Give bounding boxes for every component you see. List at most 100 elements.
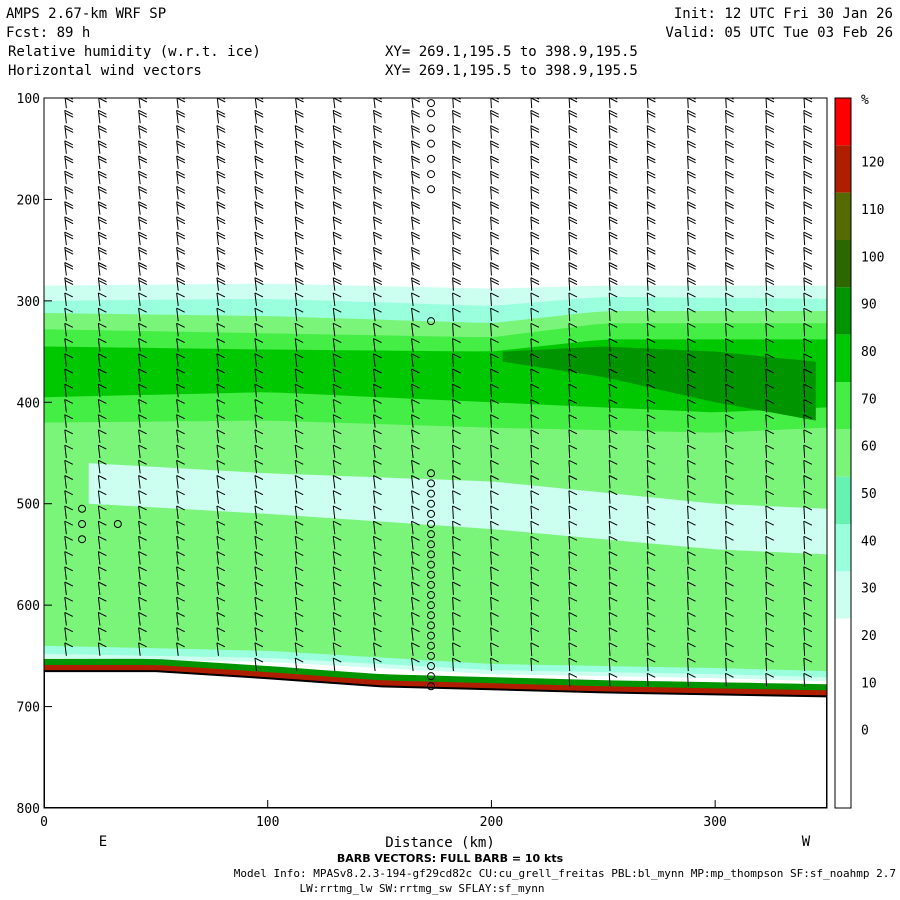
wind-barb	[568, 201, 578, 215]
wind-barb	[608, 596, 618, 611]
plot-area	[44, 98, 827, 808]
wind-barb	[216, 368, 226, 383]
wind-barb	[765, 551, 775, 565]
wind-barb	[216, 490, 226, 504]
wind-barb	[294, 307, 304, 322]
wind-barb	[568, 292, 578, 306]
wind-barb	[568, 444, 578, 459]
wind-barb	[332, 368, 342, 383]
wind-barb	[138, 444, 147, 459]
colorbar-label: 100	[861, 250, 884, 265]
wind-barb	[646, 520, 656, 535]
wind-barb	[373, 98, 383, 109]
wind-barb	[725, 551, 734, 565]
plot-frame	[43, 97, 828, 809]
wind-barb	[568, 596, 578, 611]
colorbar-segment	[835, 476, 851, 524]
wind-barb	[646, 109, 656, 124]
wind-barb	[138, 535, 147, 550]
wind-barb	[332, 444, 342, 459]
wind-barb	[294, 475, 304, 489]
y-tick-label: 200	[17, 193, 40, 208]
wind-barb	[530, 429, 540, 443]
wind-barb	[646, 185, 656, 200]
wind-barb	[452, 155, 462, 170]
wind-barb	[725, 338, 734, 352]
wind-barb	[294, 155, 304, 170]
wind-barb	[646, 596, 656, 611]
wind-barb	[254, 475, 264, 489]
wind-barb	[646, 353, 656, 367]
wind-barb	[294, 490, 304, 504]
wind-barb	[332, 201, 342, 215]
wind-barb	[411, 368, 420, 383]
wind-barb	[64, 277, 74, 291]
wind-barb	[176, 459, 185, 474]
wind-barb	[138, 262, 148, 276]
wind-barb	[411, 262, 421, 276]
wind-barb	[530, 398, 540, 413]
wind-barb	[725, 125, 734, 139]
wind-barb	[530, 201, 540, 215]
wind-barb	[254, 246, 264, 261]
wind-barb	[568, 231, 578, 246]
wind-barb	[64, 98, 74, 109]
wind-barb	[725, 490, 734, 504]
wind-barb	[608, 125, 618, 139]
wind-barb	[373, 505, 382, 519]
wind-barb	[687, 98, 696, 109]
wind-barb	[216, 170, 226, 185]
wind-barb	[411, 535, 420, 550]
wind-barb	[687, 125, 696, 139]
wind-barb	[490, 642, 499, 656]
wind-barb	[373, 216, 383, 230]
colorbar-segment	[835, 760, 851, 808]
wind-barb	[216, 231, 226, 246]
wind-barb	[138, 338, 147, 352]
wind-barb	[568, 627, 578, 641]
wind-barb	[452, 475, 461, 489]
wind-barb	[176, 581, 185, 596]
wind-barb	[64, 322, 74, 337]
wind-barb	[803, 155, 813, 170]
wind-barb	[608, 322, 618, 337]
wind-barb	[332, 642, 342, 656]
wind-barb	[646, 429, 656, 443]
wind-barb	[294, 444, 304, 459]
wind-barb	[294, 185, 304, 200]
wind-barb	[254, 611, 264, 626]
wind-barb	[725, 98, 734, 109]
wind-barb	[490, 566, 499, 580]
wind-barb	[490, 170, 500, 185]
y-tick-label: 800	[17, 802, 40, 817]
wind-barb	[687, 155, 696, 170]
wind-barb	[765, 642, 775, 656]
wind-barb	[254, 201, 264, 215]
wind-barb	[64, 246, 74, 261]
wind-barb	[608, 109, 618, 124]
wind-barb	[411, 292, 420, 306]
wind-barb	[294, 170, 304, 185]
wind-barb	[608, 475, 618, 489]
wind-barb	[97, 551, 107, 565]
wind-barb	[608, 414, 618, 428]
calm-marker	[427, 641, 436, 650]
wind-barb	[176, 535, 185, 550]
wind-barb	[803, 596, 813, 611]
wind-barb	[294, 140, 304, 154]
wind-barb	[568, 262, 578, 276]
wind-barb	[765, 262, 775, 276]
wind-barb	[332, 155, 342, 170]
colorbar-label: 10	[861, 676, 877, 691]
wind-barb	[490, 475, 499, 489]
wind-barb	[64, 581, 74, 596]
wind-barb	[332, 581, 342, 596]
wind-barb	[216, 566, 226, 580]
wind-barb	[138, 125, 148, 139]
rh-band-90	[502, 346, 816, 421]
wind-barb	[530, 262, 540, 276]
wind-barb	[176, 414, 185, 428]
wind-barb	[216, 98, 226, 109]
wind-barb	[568, 98, 578, 109]
wind-barb	[803, 353, 813, 367]
